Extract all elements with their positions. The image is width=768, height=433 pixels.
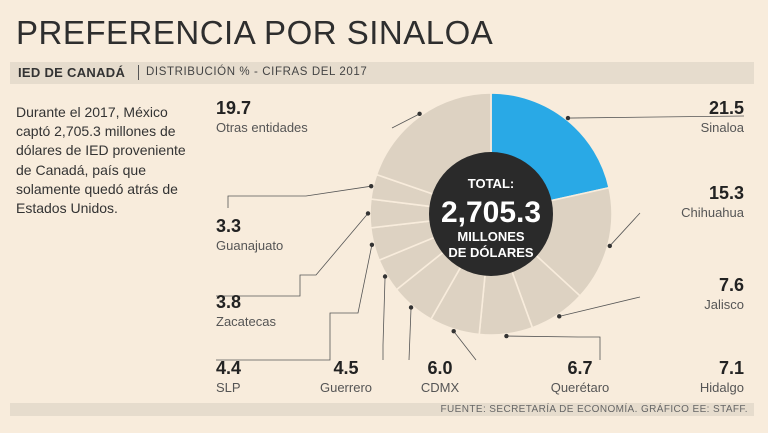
slice-name-label: Hidalgo <box>700 380 744 395</box>
center-circle <box>429 152 553 276</box>
leader-dot <box>504 333 509 339</box>
slice-value-label: 7.1 <box>719 358 744 378</box>
slice-name-label: Otras entidades <box>216 120 308 135</box>
center-unit-line1: MILLONES <box>457 229 524 244</box>
center-badge: TOTAL: 2,705.3 MILLONES DE DÓLARES <box>429 152 553 276</box>
slice-name-label: SLP <box>216 380 241 395</box>
source-note: FUENTE: SECRETARÍA DE ECONOMÍA. GRÁFICO … <box>440 404 748 415</box>
leader-dot <box>451 329 456 334</box>
slice-value-label: 6.7 <box>567 358 592 378</box>
leader-line <box>453 330 477 361</box>
leader-dot <box>565 115 571 121</box>
leader-dot <box>382 274 388 279</box>
leader-dot <box>417 111 422 117</box>
slice-name-label: Jalisco <box>704 297 744 312</box>
slice-value-label: 3.8 <box>216 292 241 312</box>
leader-line <box>567 115 745 119</box>
footer-bar <box>10 403 754 416</box>
leader-dot <box>408 305 414 310</box>
subtitle-divider <box>138 65 139 80</box>
slice-name-label: Guerrero <box>320 380 372 395</box>
slice-value-label: 7.6 <box>719 275 744 295</box>
slice-value-label: 3.3 <box>216 216 241 236</box>
leader-line <box>382 276 386 360</box>
slice-name-label: CDMX <box>421 380 460 395</box>
leader-line <box>227 185 372 208</box>
leader-dot <box>368 183 374 189</box>
slice-value-label: 15.3 <box>709 183 744 203</box>
leader-line <box>506 335 601 360</box>
slice-value-label: 6.0 <box>427 358 452 378</box>
leader-line <box>559 296 641 317</box>
slice-value-label: 21.5 <box>709 98 744 118</box>
leader-dot <box>607 243 612 249</box>
leader-line <box>408 307 412 361</box>
leader-line <box>216 244 373 361</box>
subtitle-label: IED DE CANADÁ <box>18 65 126 80</box>
leader-line <box>216 213 369 297</box>
center-unit-line2: DE DÓLARES <box>448 245 534 260</box>
leader-lines <box>216 111 745 361</box>
center-total-value: 2,705.3 <box>441 196 541 229</box>
leader-dot <box>369 242 375 248</box>
leader-dot <box>557 314 562 319</box>
slice-value-label: 19.7 <box>216 98 251 118</box>
slice-name-label: Chihuahua <box>681 205 745 220</box>
subtitle-bar: IED DE CANADÁ DISTRIBUCIÓN % - CIFRAS DE… <box>10 62 754 84</box>
page-title: PREFERENCIA POR SINALOA <box>16 14 494 51</box>
slice-name-label: Querétaro <box>551 380 610 395</box>
slice-value-label: 4.5 <box>333 358 358 378</box>
subtitle-description: DISTRIBUCIÓN % - CIFRAS DEL 2017 <box>146 66 368 78</box>
center-total-label: TOTAL: <box>468 176 514 191</box>
leader-line <box>609 212 641 247</box>
slice-labels: 21.5 Sinaloa 15.3 Chihuahua 7.6 Jalisco 7.1 Hid… <box>216 98 745 395</box>
slice-name-label: Sinaloa <box>701 120 745 135</box>
slice-value-label: 4.4 <box>216 358 241 378</box>
leader-dot <box>365 211 371 216</box>
slice-name-label: Guanajuato <box>216 238 283 253</box>
intro-paragraph: Durante el 2017, México captó 2,705.3 mi… <box>16 104 186 217</box>
slice-name-label: Zacatecas <box>216 314 276 329</box>
leader-line <box>391 113 420 129</box>
